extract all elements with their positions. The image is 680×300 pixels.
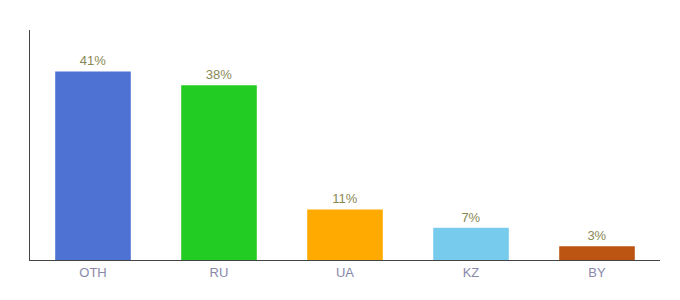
svg-text:11%: 11% — [332, 191, 357, 206]
svg-text:KZ: KZ — [463, 265, 480, 280]
svg-text:UA: UA — [336, 265, 354, 280]
svg-text:38%: 38% — [206, 67, 232, 82]
svg-text:3%: 3% — [587, 228, 606, 243]
svg-text:BY: BY — [588, 265, 606, 280]
svg-text:7%: 7% — [461, 210, 480, 225]
svg-text:41%: 41% — [80, 53, 106, 68]
svg-text:OTH: OTH — [79, 265, 106, 280]
svg-text:RU: RU — [210, 265, 229, 280]
